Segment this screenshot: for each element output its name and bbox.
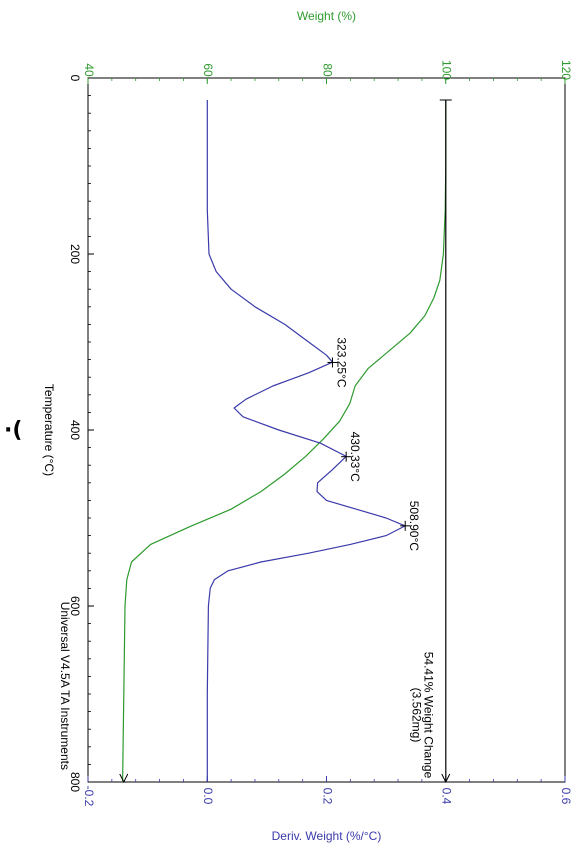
peak-label: 323.25°C: [334, 337, 348, 388]
deriv-axis-label: Deriv. Weight (%/°C): [272, 829, 382, 843]
weight-tick-label: 40: [82, 63, 96, 77]
weight-tick-label: 100: [440, 60, 454, 80]
weight-change-label: 54.41% Weight Change: [422, 652, 436, 779]
temperature-tick-label: 0: [68, 75, 82, 82]
deriv-tick-label: 0.4: [440, 788, 454, 805]
instrument-note: Universal V4.5A TA Instruments: [58, 602, 72, 770]
temperature-tick-label: 400: [68, 420, 82, 440]
peak-label: 430.33°C: [348, 432, 362, 483]
weight-axis-label: Weight (%): [297, 9, 356, 23]
weight-tick-label: 120: [559, 60, 573, 80]
plot-frame: [87, 77, 566, 783]
derivative-curve: [206, 100, 406, 782]
weight-curve: [122, 100, 447, 783]
temperature-tick-label: 200: [68, 244, 82, 264]
plot-area: 40 60 80 100 120 Weight (%) -0.2 0.0 0.2 0.4 0.6 De…: [42, 9, 573, 843]
deriv-tick-label: 0.2: [320, 788, 334, 805]
deriv-tick-label: 0.0: [201, 788, 215, 805]
weight-tick-label: 80: [320, 63, 334, 77]
deriv-tick-label: 0.6: [559, 788, 573, 805]
baseline-arrow: [119, 773, 129, 784]
temperature-tick-label: 600: [68, 596, 82, 616]
deriv-tick-label: -0.2: [82, 786, 96, 807]
baseline-arrow: [441, 773, 451, 784]
page-marker-glyph: ·(: [4, 418, 23, 443]
weight-change-label: (3.562mg): [410, 688, 424, 743]
peak-label: 508.90°C: [407, 501, 421, 552]
weight-tick-label: 60: [201, 63, 215, 77]
temperature-axis-label: Temperature (°C): [42, 384, 56, 476]
temperature-tick-label: 800: [68, 772, 82, 792]
